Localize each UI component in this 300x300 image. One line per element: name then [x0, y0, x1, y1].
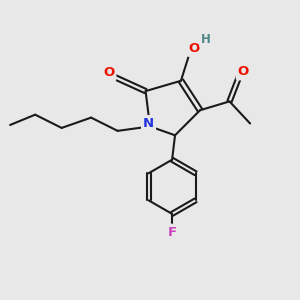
Text: O: O [188, 42, 200, 55]
Text: N: N [143, 117, 154, 130]
Text: O: O [103, 66, 114, 80]
Text: H: H [201, 33, 211, 46]
Text: O: O [238, 65, 249, 79]
Text: F: F [167, 226, 177, 239]
